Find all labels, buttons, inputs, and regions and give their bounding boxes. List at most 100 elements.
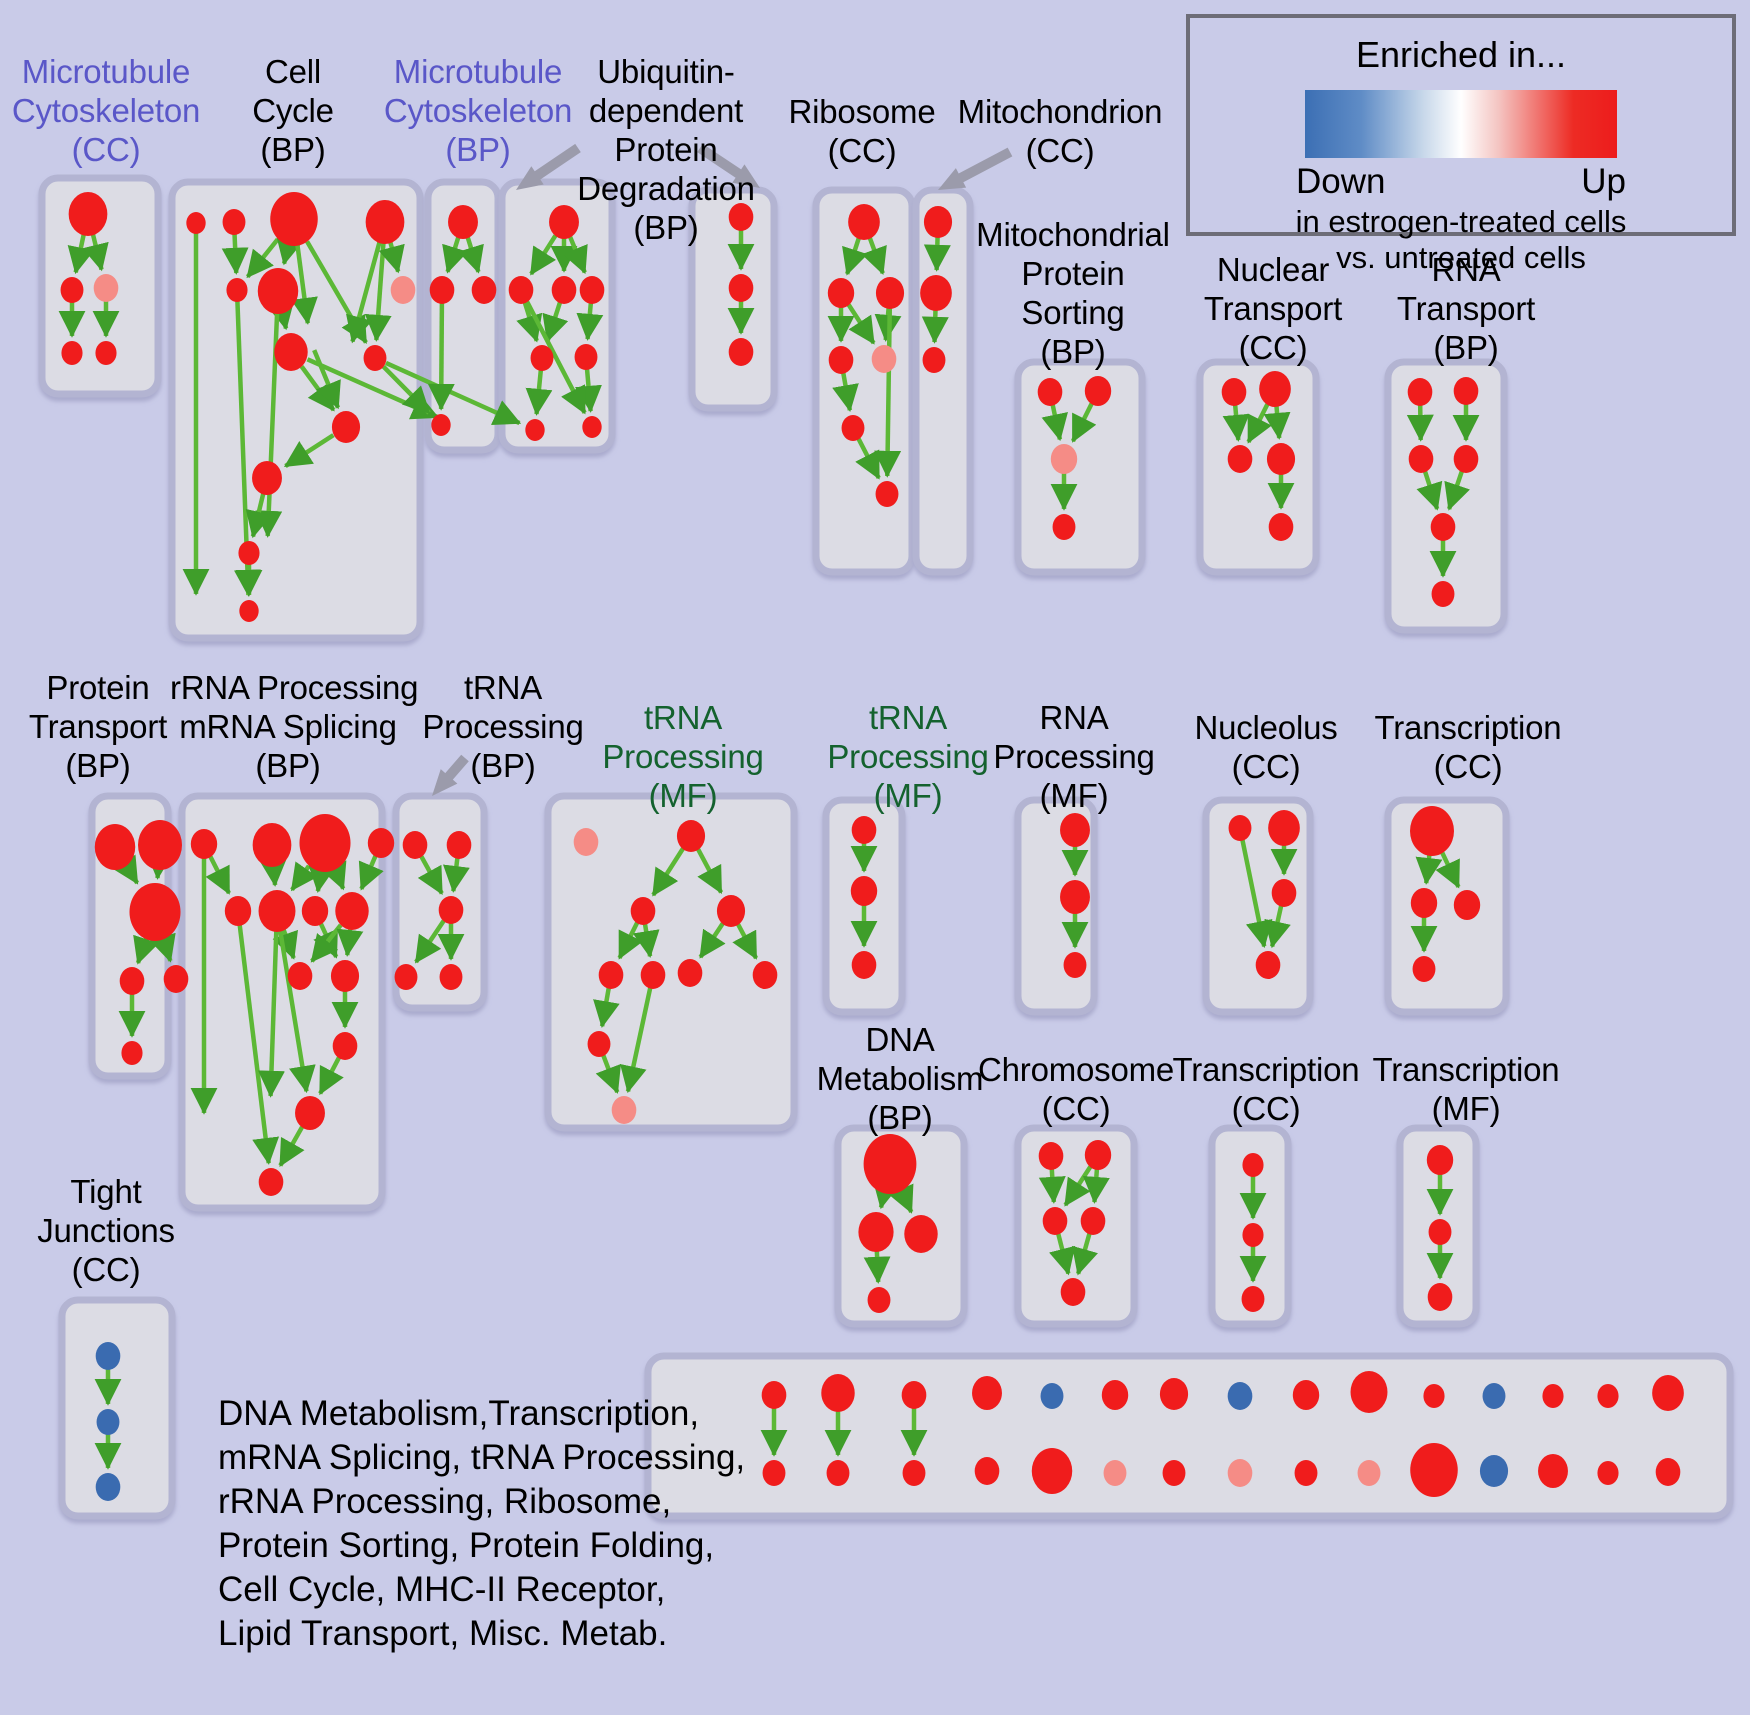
graph-node (1426, 1145, 1454, 1175)
cluster-label-chromosome-cc: Chromosome (CC) (978, 1050, 1174, 1128)
graph-node (1101, 1380, 1129, 1410)
misc-categories-line: DNA Metabolism,Transcription, (218, 1394, 700, 1433)
graph-node (827, 278, 855, 308)
graph-node (94, 824, 136, 870)
graph-node (95, 1473, 121, 1501)
cluster-label-line: Degradation (577, 170, 755, 207)
graph-edge (321, 860, 347, 891)
cluster-label-line: Protein (46, 669, 150, 706)
graph-edge (358, 854, 384, 891)
graph-edge (82, 233, 109, 272)
graph-edge (205, 855, 231, 895)
graph-node (61, 341, 83, 365)
graph-node (1412, 956, 1436, 982)
graph-node (1227, 445, 1253, 473)
cluster-label-line: (BP) (633, 209, 699, 246)
misc-categories-line: Lipid Transport, Misc. Metab. (218, 1614, 668, 1653)
graph-node (365, 200, 405, 244)
graph-node (1255, 951, 1281, 979)
cluster-label-line: Transport (28, 708, 168, 745)
graph-node (295, 1096, 325, 1130)
graph-edge (381, 364, 431, 415)
graph-edge (1070, 402, 1097, 443)
cluster-label-line: tRNA (463, 669, 543, 706)
cluster-label-line: Nucleolus (1194, 709, 1338, 746)
graph-edge (524, 300, 587, 415)
cluster-label-ubiquitin-dependent-protein-degradation-bp: Ubiquitin-dependent Protein Degradation (BP… (570, 52, 762, 247)
graph-node (1431, 581, 1455, 607)
graph-node (728, 274, 754, 302)
cluster-label-line: Microtubule (393, 53, 563, 90)
graph-node (573, 828, 599, 856)
graph-node (93, 274, 119, 302)
graph-node (1350, 1371, 1388, 1413)
cluster-label-microtubule-cytoskeleton-cc: Microtubule Cytoskeleton (CC) (6, 52, 206, 169)
graph-node (551, 276, 577, 304)
graph-edge (861, 237, 887, 275)
graph-edge (651, 847, 685, 897)
graph-node (1453, 377, 1479, 405)
graph-node (850, 876, 878, 906)
cluster-label-line: DNA (865, 1021, 935, 1058)
cluster-label-line: Cytoskeleton (383, 92, 573, 129)
cluster-label-line: (CC) (1238, 329, 1308, 366)
graph-node (270, 192, 318, 246)
legend: Enriched in... Down Up in estrogen-treat… (1186, 14, 1736, 275)
graph-node (226, 278, 248, 302)
cluster-label-tight-junctions-cc: Tight Junctions (CC) (18, 1172, 194, 1289)
graph-node (1268, 513, 1294, 541)
graph-node (119, 967, 145, 995)
cluster-label-line: Processing (602, 738, 764, 775)
graph-edge (67, 234, 95, 275)
graph-node (68, 192, 108, 236)
graph-node (239, 600, 259, 622)
graph-edge (872, 1180, 900, 1210)
graph-node (875, 481, 899, 507)
graph-node (121, 1041, 143, 1065)
graph-edge (237, 924, 280, 1165)
graph-node (582, 416, 602, 438)
graph-edge (443, 857, 470, 893)
graph-edge (1415, 854, 1443, 885)
legend-subtitle-line1: in estrogen-treated cells (1295, 204, 1627, 239)
graph-edge (1041, 404, 1068, 442)
graph-node (274, 333, 308, 371)
graph-node (923, 206, 953, 238)
graph-node (448, 205, 478, 239)
graph-edge (888, 1183, 914, 1214)
cluster-label-rrna-processing-mrna-splicing-bp: rRNA Processing mRNA Splicing (BP) (170, 668, 418, 785)
graph-node (301, 896, 329, 926)
graph-node (677, 959, 703, 987)
graph-node (1038, 1142, 1064, 1170)
graph-edge (149, 932, 176, 963)
cluster-label-line: (CC) (1231, 748, 1301, 785)
legend-subtitle-line2: vs. untreated cells (1336, 240, 1586, 275)
graph-edge (525, 369, 553, 416)
graph-node (752, 961, 778, 989)
cluster-label-line: Transcription (1172, 1051, 1360, 1088)
graph-edge (732, 923, 759, 960)
graph-node (1597, 1461, 1619, 1485)
graph-edge (1038, 1168, 1066, 1204)
cluster-label-line: Cytoskeleton (11, 92, 201, 129)
graph-edge (336, 928, 364, 957)
graph-node (762, 1460, 786, 1486)
cluster-label-line: Protein (1021, 255, 1125, 292)
graph-node (1408, 445, 1434, 473)
cluster-label-line: tRNA (643, 699, 723, 736)
callout-arrows (432, 143, 1013, 796)
arrow-to-ubiquitin-panel (516, 143, 581, 190)
graph-node (252, 461, 282, 495)
graph-node (429, 276, 455, 304)
graph-node (611, 1096, 637, 1124)
edges (58, 230, 1480, 1470)
graph-node (1266, 443, 1296, 475)
cluster-label-line: Junctions (37, 1212, 175, 1249)
graph-node (1271, 879, 1297, 907)
graph-edge (427, 302, 455, 411)
legend-color-gradient (1305, 90, 1617, 158)
graph-node (875, 277, 905, 309)
cluster-label-line: (CC) (71, 131, 141, 168)
graph-node (587, 1031, 611, 1057)
cluster-panels (38, 174, 1734, 1520)
